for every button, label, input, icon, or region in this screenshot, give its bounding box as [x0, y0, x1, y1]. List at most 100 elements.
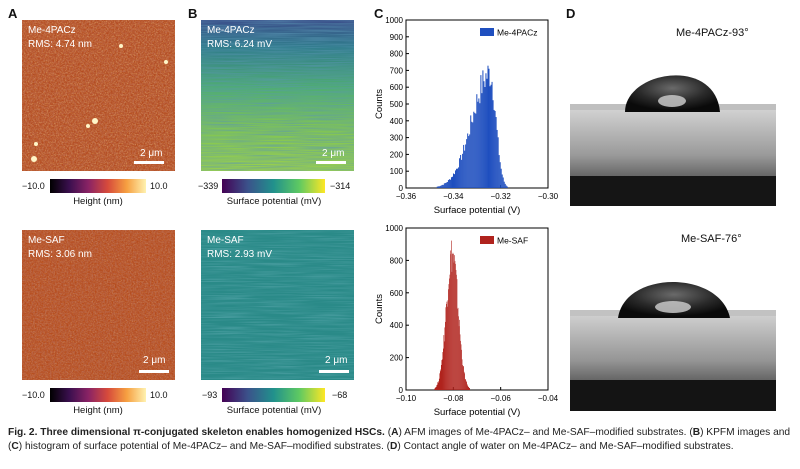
hist-bar	[446, 301, 448, 390]
kpfm-top-sample-label: Me-4PACz	[207, 25, 255, 36]
hist-xtick-label: −0.34	[443, 192, 464, 201]
hist-bar	[442, 184, 444, 188]
hist-bar	[468, 386, 469, 390]
hist-bar	[452, 252, 454, 390]
kpfm-image-top	[201, 20, 354, 171]
hist-bar	[471, 121, 473, 188]
hist-ytick-label: 600	[390, 289, 404, 298]
hist-bar	[436, 385, 438, 390]
hist-bar	[437, 382, 439, 390]
hist-ytick-label: 600	[390, 83, 404, 92]
hist-bar	[438, 378, 440, 390]
hist-bar	[463, 365, 464, 390]
hist-bar	[466, 384, 468, 390]
kpfm-bottom-scale-text: 2 μm	[325, 355, 348, 366]
hist-bar	[444, 327, 446, 390]
hist-bar	[452, 173, 455, 188]
hist-bar	[484, 87, 486, 188]
hist-bar	[465, 144, 467, 188]
hist-bar	[475, 113, 477, 188]
hist-bar	[505, 185, 507, 188]
hist-bar	[503, 181, 505, 188]
afm-top-rms-label: RMS: 4.74 nm	[28, 39, 92, 50]
caption-ref-a: A	[391, 427, 399, 438]
hist-bar	[457, 307, 459, 390]
hist-bar	[458, 326, 460, 390]
hist-bar	[455, 269, 457, 390]
hist-bar	[500, 168, 502, 188]
hist-bar	[455, 170, 457, 188]
hist-bar	[462, 153, 464, 188]
caption-title: Fig. 2. Three dimensional π-conjugated s…	[8, 427, 385, 438]
hist-bar	[460, 340, 461, 390]
hist-bar	[468, 387, 470, 390]
hist-bar	[443, 335, 445, 390]
kpfm-bottom-rms-label: RMS: 2.93 mV	[207, 249, 273, 260]
hist-legend-label: Me-4PACz	[497, 28, 537, 38]
hist-bar	[453, 262, 455, 390]
hist-bar	[449, 179, 451, 188]
hist-bar	[436, 186, 438, 188]
hist-bar	[443, 348, 444, 390]
hist-bar	[504, 183, 506, 188]
kpfm-image-bottom	[201, 230, 354, 380]
afm-cb-top-max: 10.0	[150, 181, 168, 191]
hist-bar	[466, 139, 468, 188]
hist-bar	[470, 115, 472, 188]
hist-ytick-label: 800	[390, 50, 404, 59]
panel-label-d: D	[566, 6, 576, 21]
hist-bar	[458, 316, 459, 390]
hist-bar	[459, 158, 461, 188]
hist-bar	[460, 154, 462, 188]
contact-angle-top-label: Me-4PACz-93°	[676, 27, 749, 39]
kpfm-cb-top-title: Surface potential (mV)	[226, 196, 322, 207]
hist-bar	[462, 366, 464, 390]
caption-text-1: (	[384, 427, 392, 438]
hist-bar	[454, 174, 456, 188]
caption-text-5: ) Contact angle of water on Me-4PACz– an…	[397, 441, 734, 452]
hist-bar	[458, 167, 460, 188]
hist-bar	[461, 159, 463, 188]
hist-ytick-label: 400	[390, 117, 404, 126]
hist-bar	[446, 303, 447, 390]
afm-texture-top	[22, 20, 175, 171]
hist-bar	[441, 360, 443, 390]
afm-top-sample-label: Me-4PACz	[28, 25, 76, 36]
histogram-bottom: 0 200 400 600 800 1000 −0.10 −0.08 −0.06 −0.04 Sur…	[374, 224, 559, 418]
hist-bar	[460, 344, 462, 390]
hist-bar	[480, 75, 482, 188]
hist-bar	[476, 94, 478, 188]
caption-ref-b: B	[692, 427, 701, 438]
hist-xtick-label: −0.06	[491, 394, 512, 403]
hist-bar	[451, 271, 453, 390]
hist-ytick-label: 0	[399, 184, 404, 193]
hist-bar	[450, 177, 452, 188]
panel-label-b: B	[188, 6, 198, 21]
afm-bottom-scale-text: 2 μm	[143, 355, 166, 366]
hist-bar	[451, 240, 452, 390]
hist-frame	[405, 227, 549, 391]
hist-ylabel: Counts	[374, 294, 385, 324]
hist-bar	[486, 78, 488, 188]
hist-bar	[502, 177, 504, 188]
hist-xtick-label: −0.10	[396, 394, 417, 403]
hist-ytick-label: 1000	[385, 224, 403, 233]
caption-text-4: ) histogram of surface potential of Me-4…	[18, 441, 391, 452]
hist-bar	[437, 382, 439, 390]
hist-bar	[474, 112, 476, 188]
hist-bar	[498, 155, 500, 188]
kpfm-bottom-sample-label: Me-SAF	[207, 235, 244, 246]
caption-text-3: ) KPFM images and (	[8, 427, 791, 452]
hist-bar	[440, 371, 442, 390]
afm-cb-bottom-max: 10.0	[150, 390, 168, 400]
hist-bar	[469, 134, 471, 188]
hist-bar	[481, 93, 483, 188]
hist-bar	[447, 306, 448, 390]
hist-bar	[438, 381, 440, 390]
hist-bar	[442, 352, 444, 390]
hist-bar	[463, 371, 465, 390]
hist-bar	[468, 136, 470, 188]
contact-angle-image-top	[570, 46, 776, 206]
contact-angle-bottom-label: Me-SAF-76°	[681, 233, 742, 245]
hist-ytick-label: 200	[390, 354, 404, 363]
